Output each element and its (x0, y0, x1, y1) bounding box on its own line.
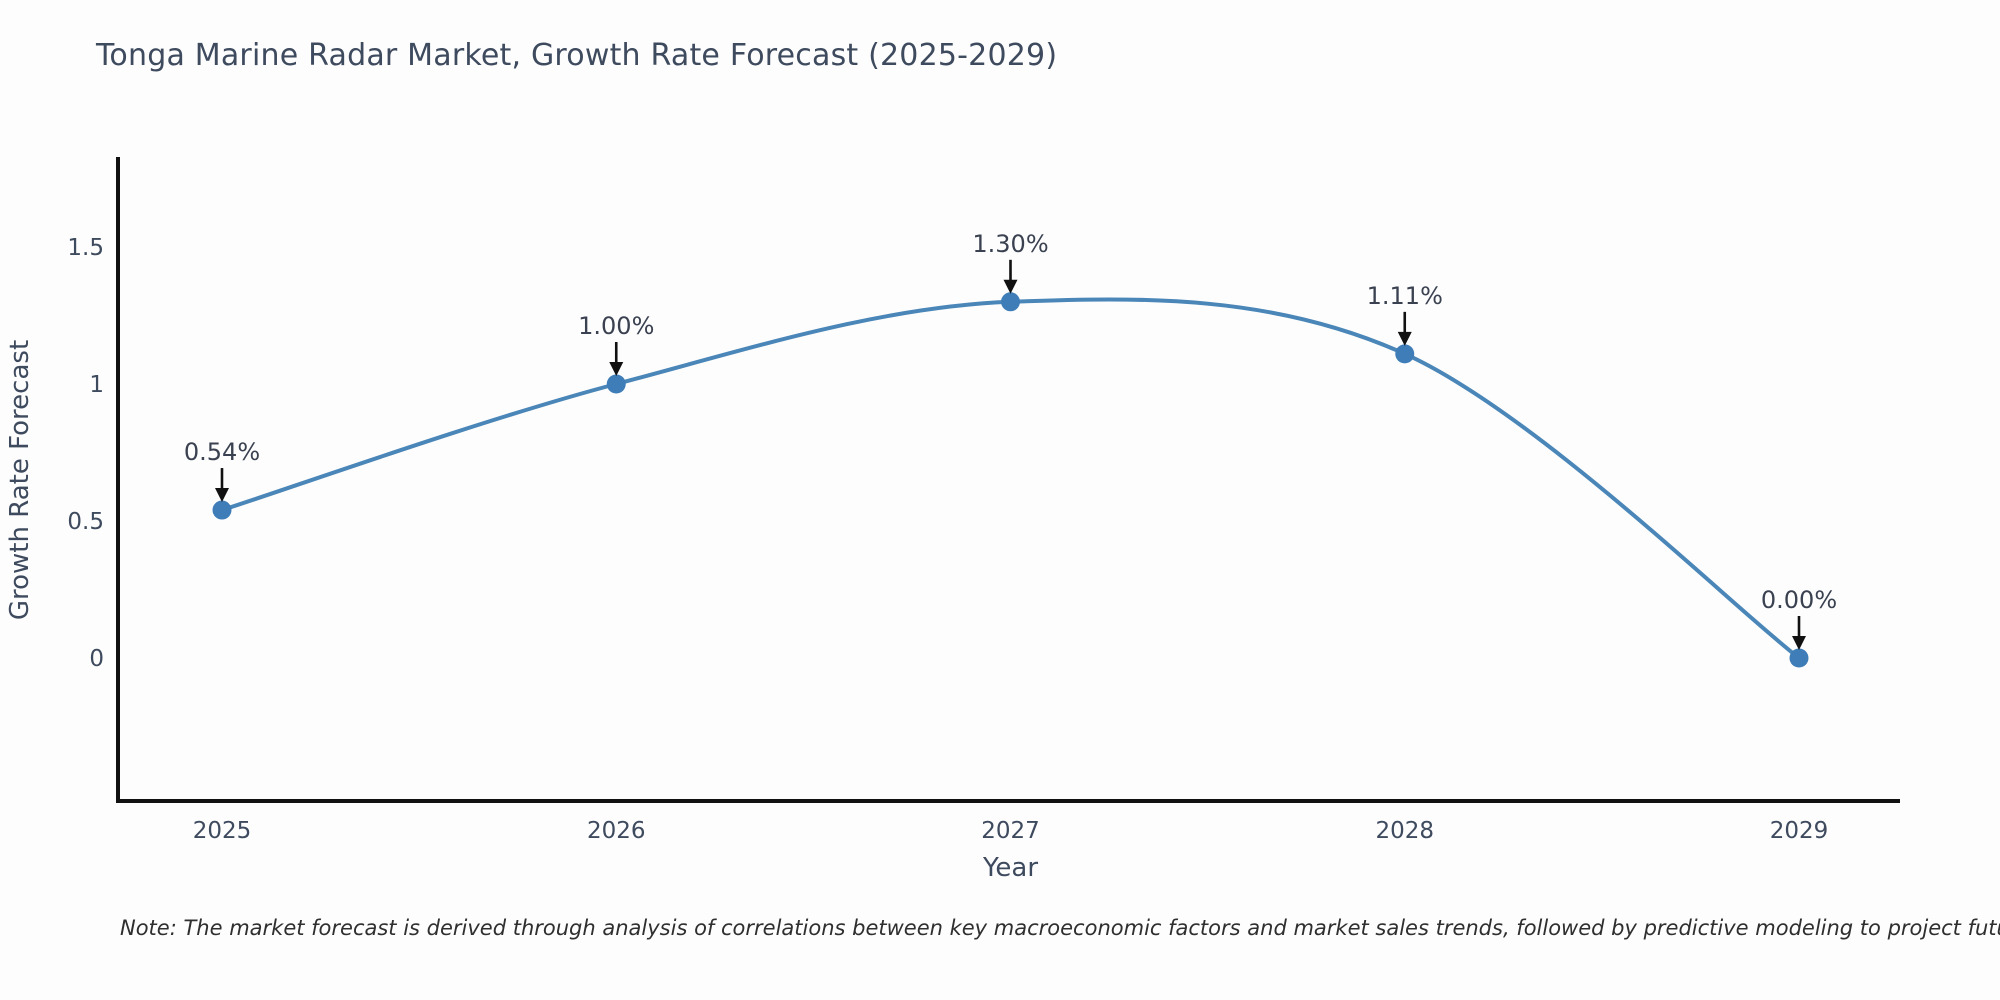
x-axis-tick-label: 2025 (193, 818, 252, 844)
data-point-marker (1001, 292, 1020, 312)
y-axis-tick-label: 1.5 (67, 235, 104, 261)
y-axis-tick-label: 0 (89, 646, 104, 672)
annotation-arrowhead-icon (215, 488, 229, 503)
annotation-arrowhead-icon (1003, 279, 1018, 294)
data-point-label: 0.00% (1761, 586, 1837, 614)
x-axis-tick-label: 2026 (587, 818, 646, 844)
data-point-label: 0.54% (184, 438, 260, 466)
y-axis-tick-label: 1 (89, 372, 104, 398)
data-point-marker (1789, 648, 1809, 668)
data-point-marker (1395, 344, 1415, 364)
line-chart-canvas: 0 0.5 1 1.5 2025 2026 2027 2028 2029 Growth Rate … (5, 157, 1900, 883)
chart-title: Tonga Marine Radar Market, Growth Rate F… (96, 38, 1058, 73)
y-axis-tick-label: 0.5 (67, 509, 104, 535)
x-axis-tick-label: 2028 (1375, 818, 1434, 844)
x-axis-tick-label: 2027 (981, 818, 1040, 844)
data-point-label: 1.11% (1367, 282, 1443, 310)
data-point-label: 1.00% (578, 312, 654, 340)
annotation-arrowhead-icon (1397, 331, 1412, 346)
data-point-label: 1.30% (972, 230, 1048, 258)
trend-line (220, 297, 1801, 660)
x-axis-tick-label: 2029 (1770, 818, 1829, 844)
footnote: Note: The market forecast is derived thr… (120, 916, 2000, 940)
data-point-marker (212, 500, 232, 520)
data-point-marker (606, 374, 626, 394)
x-axis-title: Year (982, 853, 1038, 883)
y-axis-title: Growth Rate Forecast (5, 340, 35, 620)
annotation-arrowhead-icon (1792, 636, 1806, 650)
annotation-arrowhead-icon (609, 362, 624, 376)
